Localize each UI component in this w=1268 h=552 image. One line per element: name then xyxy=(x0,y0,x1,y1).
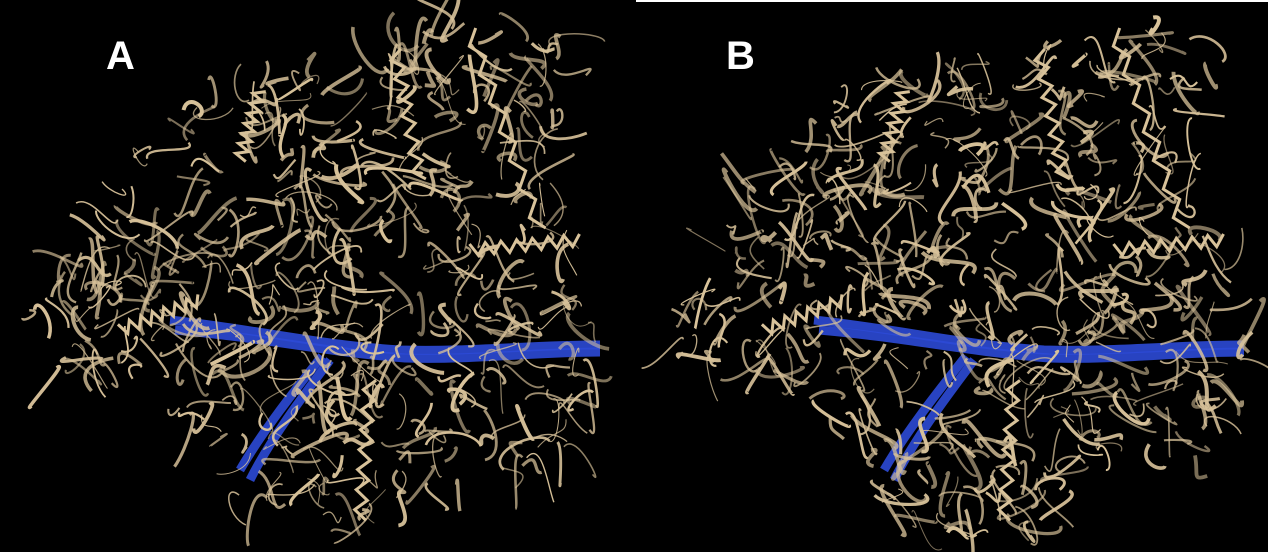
top-border-line xyxy=(636,0,1268,2)
panel-b: B xyxy=(634,0,1268,552)
protein-structure-image xyxy=(21,0,613,547)
panel-label-b: B xyxy=(726,34,755,78)
panel-label-a: A xyxy=(106,34,135,78)
protein-structure-image xyxy=(641,15,1268,552)
panel-a: A xyxy=(21,0,613,547)
